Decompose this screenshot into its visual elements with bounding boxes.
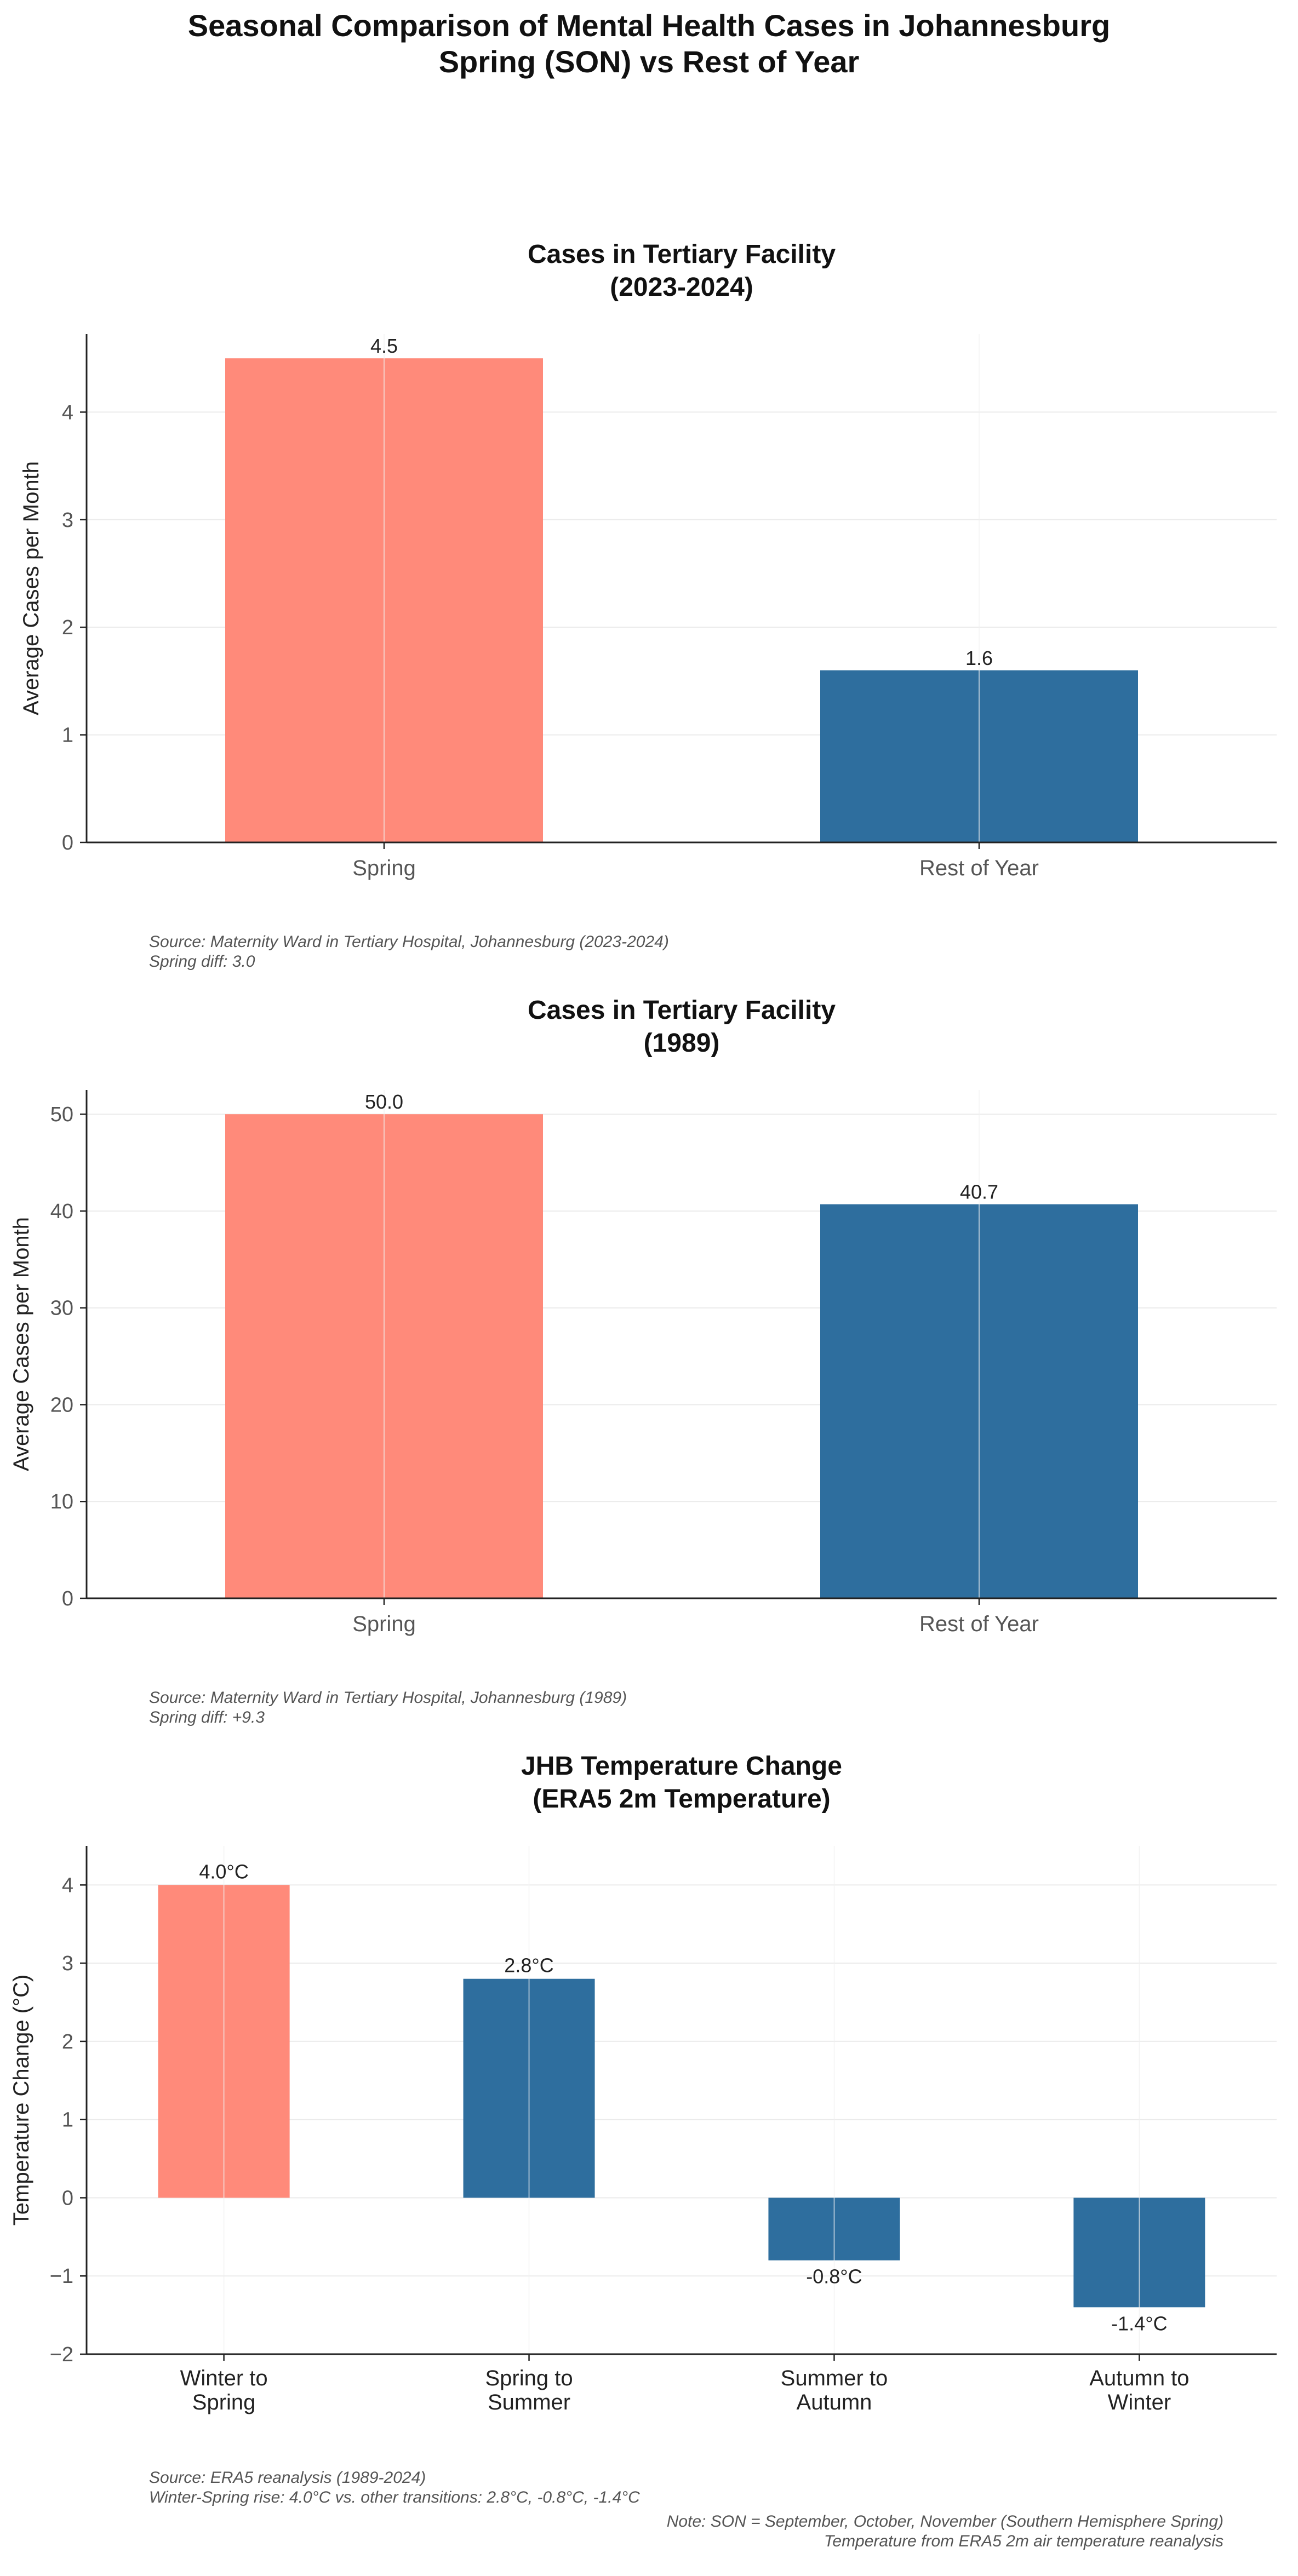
- x-tick-label: Winter to: [180, 2366, 268, 2390]
- chart-2-source-note: Source: Maternity Ward in Tertiary Hospi…: [149, 1688, 627, 1728]
- subplot-title-line: (ERA5 2m Temperature): [533, 1785, 830, 1814]
- figure-footnote: Note: SON = September, October, November…: [667, 2512, 1223, 2551]
- subplot-title-line: (1989): [644, 1029, 720, 1058]
- x-tick-label: Winter: [1108, 2390, 1171, 2414]
- value-labels: 50.0 40.7: [365, 1091, 998, 1203]
- x-ticks: Spring Rest of Year: [352, 842, 1039, 880]
- spring-diff-line: Spring diff: +9.3: [149, 1708, 265, 1726]
- x-tick-label: Rest of Year: [919, 1612, 1039, 1636]
- value-label: 40.7: [960, 1181, 998, 1203]
- chart-temperature-change: JHB Temperature Change (ERA5 2m Temperatu…: [9, 1752, 1277, 2414]
- y-tick-label: 1: [62, 2109, 73, 2132]
- y-axis-label: Temperature Change (°C): [9, 1975, 33, 2225]
- y-tick-label: 1: [62, 724, 73, 747]
- value-labels: 4.0°C 2.8°C -0.8°C -1.4°C: [199, 1860, 1167, 2334]
- x-tick-label: Rest of Year: [919, 856, 1039, 880]
- y-tick-label: 3: [62, 1952, 73, 1975]
- chart-3-source-note: Source: ERA5 reanalysis (1989-2024) Wint…: [149, 2468, 640, 2508]
- subplot-title: Cases in Tertiary Facility (2023-2024): [528, 240, 836, 302]
- y-tick-label: 20: [50, 1393, 73, 1416]
- y-ticks: 0 10 20 30 40 50: [50, 1103, 87, 1610]
- chart-tertiary-1989: Cases in Tertiary Facility (1989) 50.0 40.7…: [9, 996, 1277, 1636]
- spring-diff-line: Spring diff: 3.0: [149, 953, 255, 971]
- y-tick-label: 2: [62, 2030, 73, 2053]
- x-gridlines: [223, 1846, 1140, 2354]
- x-tick-label: Summer to: [781, 2366, 888, 2390]
- source-line: Source: Maternity Ward in Tertiary Hospi…: [149, 1689, 627, 1707]
- y-tick-label: −2: [50, 2343, 73, 2366]
- x-ticks: Spring Rest of Year: [352, 1598, 1039, 1636]
- x-tick-label: Autumn to: [1089, 2366, 1189, 2390]
- source-line: Source: ERA5 reanalysis (1989-2024): [149, 2469, 426, 2487]
- subplot-title: Cases in Tertiary Facility (1989): [528, 996, 836, 1058]
- figure-title: Seasonal Comparison of Mental Health Cas…: [0, 8, 1298, 80]
- subplot-title-line: Cases in Tertiary Facility: [528, 996, 836, 1025]
- x-tick-label: Spring: [352, 856, 416, 880]
- footnote-line-2: Temperature from ERA5 2m air temperature…: [824, 2532, 1223, 2550]
- value-label: 4.5: [370, 335, 398, 357]
- x-tick-label: Summer: [488, 2390, 570, 2414]
- x-tick-label: Spring to: [485, 2366, 573, 2390]
- subplot-title-line: (2023-2024): [610, 273, 753, 302]
- value-label: 2.8°C: [504, 1954, 553, 1977]
- bars: [158, 1885, 1205, 2308]
- y-axis-label: Average Cases per Month: [9, 1217, 33, 1471]
- y-tick-label: 40: [50, 1200, 73, 1223]
- y-tick-label: 10: [50, 1490, 73, 1513]
- y-tick-label: 0: [62, 1587, 73, 1610]
- bars: [225, 358, 1138, 842]
- y-ticks: 0 1 2 3 4: [62, 401, 87, 854]
- value-label: -0.8°C: [806, 2265, 862, 2288]
- value-labels: 4.5 1.6: [370, 335, 993, 669]
- y-tick-label: 0: [62, 2187, 73, 2210]
- figure-title-line-1: Seasonal Comparison of Mental Health Cas…: [187, 8, 1111, 43]
- y-tick-label: 4: [62, 1874, 73, 1897]
- x-tick-label: Autumn: [797, 2390, 872, 2414]
- x-gridlines: [384, 334, 980, 842]
- figure-title-line-2: Spring (SON) vs Rest of Year: [438, 44, 860, 79]
- x-tick-label: Spring: [192, 2390, 256, 2414]
- subplot-title-line: Cases in Tertiary Facility: [528, 240, 836, 269]
- chart-1-source-note: Source: Maternity Ward in Tertiary Hospi…: [149, 932, 669, 972]
- y-tick-label: 0: [62, 831, 73, 854]
- source-line: Source: Maternity Ward in Tertiary Hospi…: [149, 933, 669, 951]
- subplot-title: JHB Temperature Change (ERA5 2m Temperatu…: [521, 1752, 842, 1814]
- chart-tertiary-2023-2024: Cases in Tertiary Facility (2023-2024) 4.5…: [19, 240, 1277, 880]
- y-tick-label: 4: [62, 401, 73, 424]
- y-tick-label: 3: [62, 509, 73, 532]
- y-tick-label: −1: [50, 2265, 73, 2288]
- y-ticks: −2 −1 0 1 2 3 4: [50, 1874, 87, 2366]
- y-tick-label: 50: [50, 1103, 73, 1126]
- y-axis-label: Average Cases per Month: [19, 461, 43, 715]
- footnote-line-1: Note: SON = September, October, November…: [666, 2512, 1223, 2531]
- x-gridlines: [384, 1090, 980, 1598]
- bars: [225, 1114, 1138, 1598]
- x-tick-label: Spring: [352, 1612, 416, 1636]
- y-tick-label: 2: [62, 616, 73, 639]
- value-label: 50.0: [365, 1091, 403, 1113]
- value-label: 4.0°C: [199, 1860, 248, 1883]
- value-label: 1.6: [965, 647, 993, 669]
- subplot-title-line: JHB Temperature Change: [521, 1752, 842, 1781]
- y-tick-label: 30: [50, 1297, 73, 1320]
- transition-summary-line: Winter-Spring rise: 4.0°C vs. other tran…: [149, 2488, 640, 2506]
- value-label: -1.4°C: [1111, 2312, 1167, 2334]
